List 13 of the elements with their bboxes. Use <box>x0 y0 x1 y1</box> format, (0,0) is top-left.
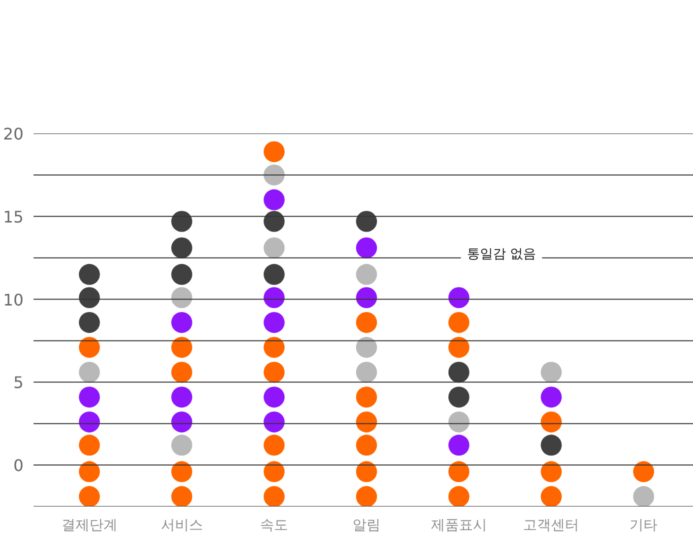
x-tick-label: 제품표시 <box>430 518 487 534</box>
y-tick-label: 5 <box>13 373 24 392</box>
x-tick-label: 속도 <box>260 518 288 534</box>
annotation: 통일감 없음 <box>466 247 536 262</box>
y-tick-label: 20 <box>3 124 24 144</box>
x-tick-label: 고객센터 <box>523 518 580 534</box>
y-tick-label: 15 <box>3 207 24 226</box>
x-tick-label: 알림 <box>352 518 380 534</box>
y-tick-label: 10 <box>3 290 24 310</box>
x-tick-label: 기타 <box>630 518 658 534</box>
y-tick-label: 0 <box>13 456 24 476</box>
x-tick-label: 결제단계 <box>61 518 118 534</box>
x-tick-label: 서비스 <box>160 518 203 534</box>
